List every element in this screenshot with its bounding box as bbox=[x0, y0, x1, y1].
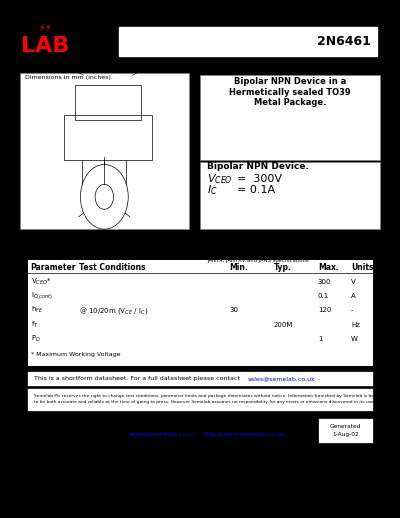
Text: P$_{D}$: P$_{D}$ bbox=[31, 334, 40, 344]
Text: Telephone +44(0)1455 556565. Fax +44(0)1455 552612.: Telephone +44(0)1455 556565. Fax +44(0)1… bbox=[104, 423, 283, 428]
Text: 200M: 200M bbox=[274, 322, 293, 327]
Text: 120: 120 bbox=[318, 307, 331, 313]
Bar bbox=[27, 388, 373, 411]
Text: $V_{CEO}$: $V_{CEO}$ bbox=[207, 172, 233, 186]
Text: 2N6461: 2N6461 bbox=[317, 35, 371, 48]
Text: ⚡⚡: ⚡⚡ bbox=[38, 23, 52, 33]
Text: A: A bbox=[351, 293, 356, 299]
Bar bbox=[27, 371, 373, 386]
Text: Bipolar NPN Device in a: Bipolar NPN Device in a bbox=[234, 78, 346, 87]
Bar bbox=[75, 85, 141, 120]
Text: Test Conditions: Test Conditions bbox=[78, 263, 145, 272]
Text: * Maximum Working Voltage: * Maximum Working Voltage bbox=[31, 352, 120, 357]
Text: 1: 1 bbox=[318, 336, 322, 342]
Bar bbox=[64, 115, 152, 160]
Text: Metal Package.: Metal Package. bbox=[254, 98, 326, 107]
Text: All Semelab hermetically sealed products
can be processed in accordance with the: All Semelab hermetically sealed products… bbox=[207, 237, 317, 263]
Text: Semelab Plc reserves the right to change test conditions, parameter limits and p: Semelab Plc reserves the right to change… bbox=[34, 395, 388, 404]
Text: Max.: Max. bbox=[318, 263, 338, 272]
Text: = 0.1A: = 0.1A bbox=[237, 185, 275, 195]
Bar bbox=[20, 73, 189, 229]
Text: @ 10/20m (V$_{CE}$ / I$_{C}$): @ 10/20m (V$_{CE}$ / I$_{C}$) bbox=[78, 305, 148, 316]
Text: Dimensions in mm (inches).: Dimensions in mm (inches). bbox=[25, 75, 113, 80]
Text: V: V bbox=[351, 279, 356, 285]
Text: -: - bbox=[351, 307, 353, 313]
Text: Parameter: Parameter bbox=[31, 263, 76, 272]
Text: I$_{C(cont)}$: I$_{C(cont)}$ bbox=[31, 291, 52, 301]
Text: 1-Aug-02: 1-Aug-02 bbox=[332, 431, 359, 437]
Text: 30: 30 bbox=[230, 307, 238, 313]
Text: 0.1: 0.1 bbox=[318, 293, 329, 299]
Text: W: W bbox=[351, 336, 358, 342]
Text: Hermetically sealed TO39: Hermetically sealed TO39 bbox=[229, 88, 351, 97]
Text: Min.: Min. bbox=[230, 263, 248, 272]
Text: Website:: Website: bbox=[184, 431, 218, 437]
Text: E-mail:: E-mail: bbox=[104, 431, 128, 437]
Text: Units: Units bbox=[351, 263, 373, 272]
Text: sales@semelab.co.uk: sales@semelab.co.uk bbox=[248, 376, 316, 381]
Text: =  300V: = 300V bbox=[237, 175, 282, 184]
Text: .: . bbox=[318, 376, 320, 381]
Text: sales@semelab.co.uk: sales@semelab.co.uk bbox=[128, 431, 196, 437]
Text: V$_{CEO}$*: V$_{CEO}$* bbox=[31, 277, 51, 287]
Bar bbox=[27, 259, 373, 366]
Text: Generated: Generated bbox=[330, 424, 361, 429]
Text: 300: 300 bbox=[318, 279, 331, 285]
Text: Hz: Hz bbox=[351, 322, 360, 327]
Text: $I_C$: $I_C$ bbox=[207, 183, 218, 197]
Text: 12.55: 12.55 bbox=[102, 65, 114, 68]
Text: Bipolar NPN Device.: Bipolar NPN Device. bbox=[207, 162, 309, 171]
Bar bbox=[16, 10, 384, 70]
Text: http://www.semelab.co.uk: http://www.semelab.co.uk bbox=[204, 431, 286, 437]
Text: This is a shortform datasheet. For a full datasheet please contact: This is a shortform datasheet. For a ful… bbox=[34, 376, 242, 381]
Text: h$_{FE}$: h$_{FE}$ bbox=[31, 305, 43, 315]
Text: LAB: LAB bbox=[21, 36, 70, 56]
Bar bbox=[200, 162, 380, 229]
Text: Semelab plc.: Semelab plc. bbox=[31, 426, 86, 435]
Bar bbox=[200, 75, 380, 160]
Text: f$_{T}$: f$_{T}$ bbox=[31, 320, 38, 329]
Bar bbox=[318, 418, 373, 443]
Text: Typ.: Typ. bbox=[274, 263, 292, 272]
Bar bbox=[119, 27, 377, 56]
